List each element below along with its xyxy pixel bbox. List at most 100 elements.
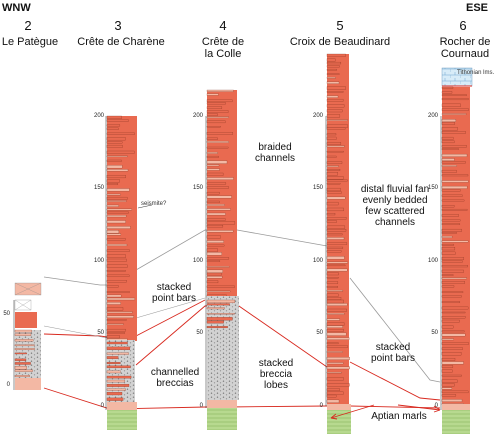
col5-low-bed [326,318,340,321]
col5-red-body [327,54,349,404]
col2-base [15,378,41,390]
col6-bed [441,145,467,148]
col6-bed [441,158,455,161]
col4-red-body [207,90,237,300]
col4-bed [206,240,224,243]
col6-bed [441,260,463,263]
col5-bed [326,237,345,240]
col5-bed [326,142,342,145]
col5-bed [326,182,341,185]
col5-low-bed [326,328,344,332]
col3-bed [106,230,120,234]
col6-bed [441,219,461,222]
col3-bed [106,226,131,229]
col4-bed [206,221,236,225]
col2-bed [14,358,27,361]
col3-low-bed [106,392,123,396]
col4-bed [206,182,227,185]
col3-bed [106,311,133,314]
col3-low-bed [106,384,130,387]
col2-red [15,312,37,328]
col6-bed [441,91,453,94]
col3-bed [106,319,127,321]
col5-bed [326,277,339,279]
col5-bed [326,104,345,108]
col2-gap [14,299,32,311]
col4-bed [206,191,220,195]
col3-bed [106,264,128,268]
tick-s4-150: 150 [192,185,203,191]
col3-bed [106,307,124,311]
col5-bed [326,229,347,232]
col3-low-bed [106,365,131,369]
col5-bed [326,293,339,297]
col4-bed [206,137,218,140]
col5-bed [326,73,340,75]
col3-bed [106,169,129,172]
col4-bed [206,172,224,176]
col4-low-bed [206,299,236,303]
col5-bed [326,165,339,168]
col5-bed [326,98,344,102]
tick-s4-200: 200 [192,113,203,119]
col6-bed [441,205,455,208]
tick-s4-100: 100 [192,258,203,264]
col3-bed [106,328,126,332]
col3-bed [106,285,119,288]
col5-low-bed [326,399,340,403]
col6-bed [441,119,457,122]
col5-bed [326,150,344,153]
col5-bed [326,136,337,140]
col3-bed [106,150,135,154]
section-name-6: Rocher de Cournaud [439,36,491,60]
section-name-5: Croix de Beaudinard [289,36,391,48]
col4-bed [206,204,225,206]
col4-low-bed [206,307,225,310]
tick-s5-200: 200 [312,113,323,119]
col5-bed [326,264,346,267]
col5-bed [326,68,337,71]
col4-bed [206,280,219,284]
col6-bed [441,379,458,383]
col5-bed [326,169,341,171]
col4-bed [206,116,229,119]
col4-low-bed [206,317,233,321]
col3-low-bed [106,375,132,379]
col6-bed [441,251,456,255]
col4-bed [206,248,218,252]
col6-bed [441,148,459,150]
col4-bed [206,208,231,211]
col5-bed [326,95,339,98]
col6-bed [441,194,463,197]
col6-bed [441,333,466,337]
col3-bed [106,132,135,135]
col6-bed [441,277,467,280]
col4-bed [206,200,220,204]
col3-bed [106,332,125,334]
col5-bed [326,213,336,216]
stacked-point-bars-label-b: stacked point bars [371,342,415,364]
col4-bed [206,99,233,103]
tick-s6-0: 0 [434,403,438,409]
col6-bed [441,274,454,276]
col4-bed [206,89,234,92]
col3-bed [106,119,129,122]
col4-bed [206,266,230,268]
section-name-2: Le Patègue [1,36,59,48]
col6-bed [441,394,457,397]
col5-low-bed [326,342,339,345]
col4-bed [206,272,222,276]
col3-low-bed [106,362,121,365]
col3-low-bed [106,346,131,350]
annotation-arrows [137,204,441,420]
tick-s3-50: 50 [97,330,104,336]
col6-bed [441,338,454,341]
col4-bed [206,155,219,158]
col5-bed [326,145,345,148]
col3-bed [106,208,132,211]
col5-bed [326,191,342,194]
col6-bed [441,243,454,246]
col3-low-bed [106,397,124,401]
col6-bed [441,161,466,164]
col3-bed [106,175,126,179]
